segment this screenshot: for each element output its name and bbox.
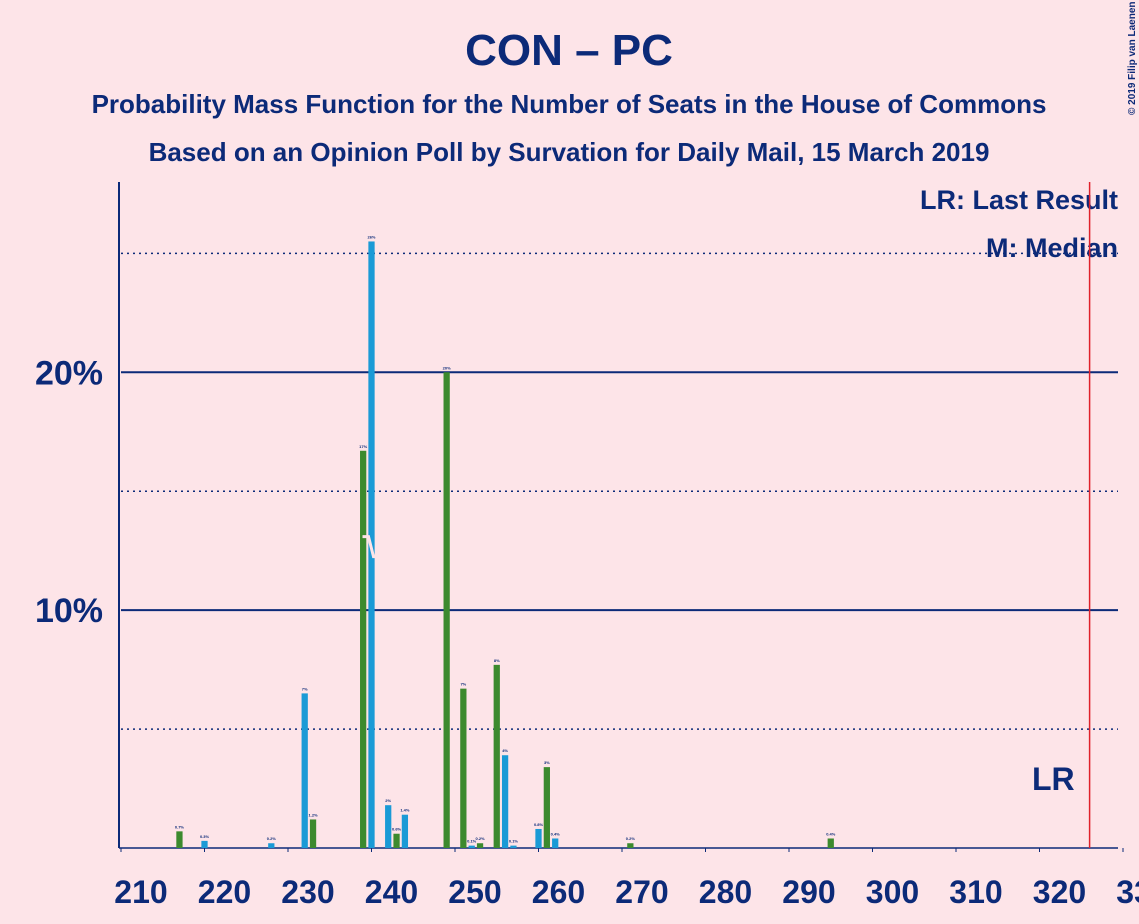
x-tick-label: 220	[198, 874, 251, 910]
x-tick-label: 280	[699, 874, 752, 910]
value-label: 0.1%	[509, 839, 519, 844]
value-label: 0.6%	[392, 827, 402, 832]
lr-label: LR	[1032, 761, 1075, 797]
bar	[476, 843, 484, 848]
value-label: 0.4%	[826, 831, 836, 836]
bar	[493, 664, 500, 848]
bar	[401, 814, 409, 848]
x-tick-label: 260	[532, 874, 585, 910]
bar	[268, 843, 275, 848]
bar	[460, 688, 467, 848]
bar	[385, 805, 392, 848]
bar	[468, 845, 475, 848]
bar	[393, 833, 400, 848]
median-marker	[362, 535, 381, 559]
value-label: 0.2%	[267, 836, 277, 841]
value-label: 3%	[544, 760, 550, 765]
x-tick-label: 210	[114, 874, 167, 910]
bar	[543, 767, 550, 848]
value-label: 1.4%	[400, 808, 410, 813]
bar	[627, 843, 634, 848]
bar	[552, 838, 559, 848]
bar	[301, 693, 308, 848]
bar	[309, 819, 317, 848]
bar	[176, 831, 183, 848]
value-label: 0.4%	[551, 831, 561, 836]
x-tick-label: 310	[949, 874, 1002, 910]
value-label: 7%	[460, 682, 466, 687]
value-label: 0.2%	[626, 836, 636, 841]
x-tick-label: 250	[448, 874, 501, 910]
bar	[827, 838, 834, 848]
value-label: 20%	[443, 365, 451, 370]
copyright: © 2019 Filip van Laenen	[1127, 1, 1138, 115]
bar	[535, 828, 542, 848]
x-tick-label: 330	[1116, 874, 1139, 910]
value-label: 0.7%	[175, 824, 185, 829]
y-tick-label: 20%	[35, 354, 103, 392]
value-label: 2%	[385, 798, 391, 803]
x-tick-label: 240	[365, 874, 418, 910]
value-label: 1.2%	[308, 812, 318, 817]
value-label: 0.1%	[467, 839, 477, 844]
bar	[510, 845, 517, 848]
value-label: 0.3%	[200, 834, 210, 839]
value-label: 17%	[359, 444, 367, 449]
y-tick-label: 10%	[35, 592, 103, 630]
legend-median: M: Median	[986, 233, 1118, 263]
x-tick-label: 270	[615, 874, 668, 910]
x-tick-label: 300	[866, 874, 919, 910]
value-label: 26%	[367, 234, 375, 239]
legend-lr: LR: Last Result	[920, 185, 1118, 215]
subtitle: Based on an Opinion Poll by Survation fo…	[149, 137, 990, 167]
x-tick-label: 290	[782, 874, 835, 910]
x-tick-label: 320	[1033, 874, 1086, 910]
bar	[501, 755, 509, 848]
value-label: 0.8%	[534, 822, 544, 827]
bar	[360, 450, 367, 848]
bar	[443, 372, 450, 848]
value-label: 7%	[302, 686, 308, 691]
bar	[201, 840, 208, 848]
value-label: 8%	[494, 658, 500, 663]
x-tick-label: 230	[281, 874, 334, 910]
subtitle: Probability Mass Function for the Number…	[92, 89, 1047, 119]
value-label: 4%	[502, 748, 508, 753]
chart-title: CON – PC	[465, 26, 673, 75]
value-label: 0.2%	[475, 836, 485, 841]
